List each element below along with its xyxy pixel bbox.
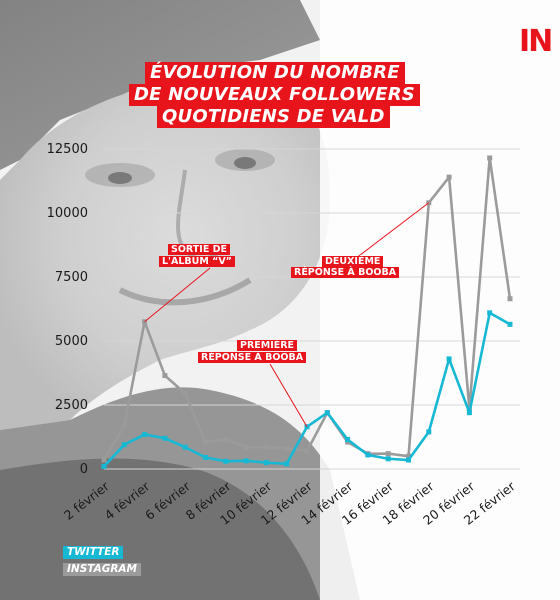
data-point-twitter (142, 431, 148, 437)
data-point-instagram (223, 437, 229, 443)
data-point-instagram (243, 444, 249, 450)
chart-title-line-1: ÉVOLUTION DU NOMBRE (145, 62, 405, 84)
data-point-twitter (263, 460, 269, 466)
data-point-instagram (284, 446, 290, 452)
data-point-twitter (182, 444, 188, 450)
data-point-twitter (121, 442, 127, 448)
y-tick-label: 0 (80, 462, 88, 477)
y-tick-label: 10000 (47, 206, 88, 221)
data-point-twitter (101, 463, 107, 469)
data-point-instagram (182, 390, 188, 396)
data-point-twitter (365, 452, 371, 458)
legend-twitter: TWITTER (63, 546, 124, 559)
data-point-instagram (507, 296, 513, 302)
data-point-twitter (487, 310, 493, 316)
data-point-instagram (406, 453, 411, 459)
data-point-instagram (487, 155, 493, 161)
y-tick-label: 2500 (55, 398, 88, 413)
data-point-twitter (466, 410, 472, 416)
y-tick-label: 12500 (47, 142, 88, 157)
annotation-first-reply-line-1: PREMIÈRE (237, 340, 298, 351)
annotation-second-reply-line-1: DEUXIÈME (322, 256, 384, 267)
annotation-album-v-line-1: SORTIE DE (168, 244, 230, 255)
annotation-first-reply-line-2: RÉPONSE À BOOBA (198, 352, 307, 363)
data-point-instagram (203, 439, 208, 445)
legend-instagram: INSTAGRAM (63, 563, 142, 576)
series-line-instagram (102, 156, 512, 461)
data-point-twitter (324, 410, 330, 416)
chart-title-line-2: DE NOUVEAUX FOLLOWERS (129, 84, 420, 106)
data-point-instagram (162, 373, 168, 379)
data-point-twitter (446, 356, 452, 362)
data-point-twitter (223, 458, 229, 464)
annotation-second-reply-line-2: RÉPONSE À BOOBA (291, 267, 400, 278)
brand-logo: IN (519, 27, 553, 57)
annotation-leader-first-reply (269, 363, 308, 428)
data-point-twitter (203, 454, 208, 460)
data-point-instagram (345, 439, 351, 445)
chart-title-line-3: QUOTIDIENS DE VALD (157, 106, 390, 128)
y-tick-label: 5000 (55, 334, 88, 349)
data-point-twitter (284, 461, 290, 467)
annotation-leader-album-v (144, 267, 211, 323)
data-point-instagram (263, 444, 269, 450)
data-point-twitter (507, 321, 513, 327)
data-point-instagram (121, 422, 127, 428)
annotation-album-v-line-2: L'ALBUM “V” (159, 256, 235, 267)
data-point-twitter (406, 457, 411, 463)
data-point-instagram (101, 457, 107, 463)
data-point-instagram (304, 448, 310, 454)
data-point-instagram (385, 451, 391, 457)
data-point-twitter (385, 456, 391, 462)
data-point-twitter (345, 437, 351, 443)
data-point-twitter (426, 429, 432, 435)
data-point-twitter (243, 458, 249, 464)
data-point-instagram (446, 174, 452, 180)
series-line-twitter (103, 311, 511, 468)
y-tick-label: 7500 (55, 270, 88, 285)
data-point-twitter (162, 435, 168, 441)
